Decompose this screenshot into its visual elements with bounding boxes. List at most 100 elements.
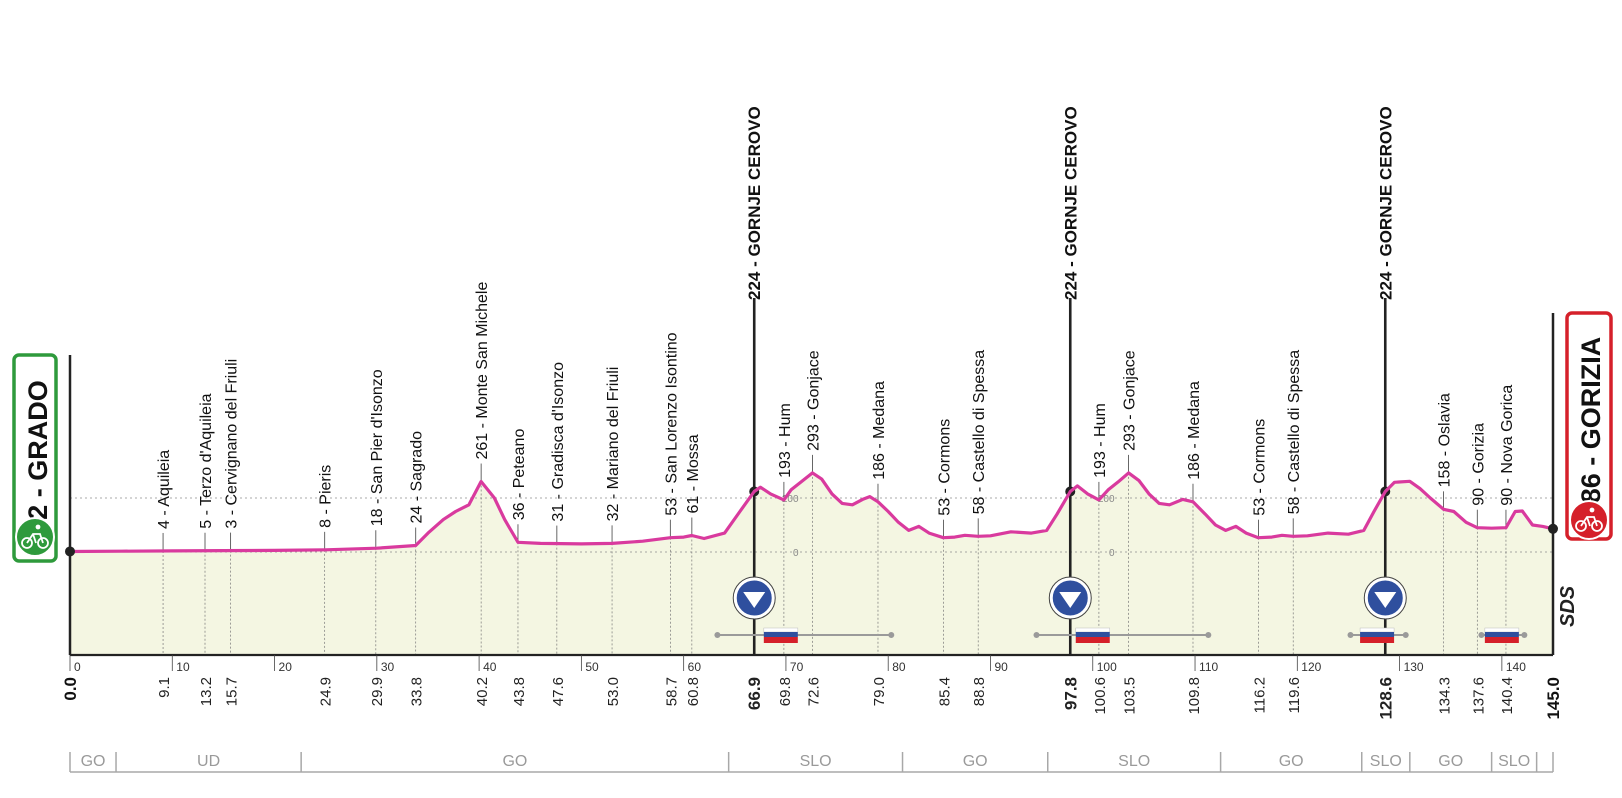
waypoint-name-label: 8 - Pieris [318, 465, 335, 528]
waypoint-km-label: 128.6 [1376, 677, 1395, 720]
x-tick-label: 110 [1199, 660, 1218, 674]
x-tick-label: 20 [279, 660, 293, 674]
flag-icon [1360, 632, 1395, 637]
waypoint-name-label: 18 - San Pier d'Isonzo [369, 369, 386, 526]
waypoint-name-label: 224 - GORNJE CEROVO [1376, 106, 1395, 300]
waypoint-km-label: 33.8 [409, 677, 426, 706]
x-tick-label: 40 [483, 660, 497, 674]
altitude-tick-label: 0 [793, 548, 799, 559]
waypoint-name-label: 53 - Cormons [1251, 419, 1268, 516]
waypoint-km-label: 116.2 [1251, 677, 1268, 713]
start-badge: 2 - GRADO [12, 353, 58, 563]
profile-area-layer [70, 472, 1553, 655]
border-segment-end [1205, 632, 1212, 638]
x-tick-label: 10 [176, 660, 190, 674]
region-label: SLO [1118, 753, 1150, 770]
waypoint-name-label: 186 - Medana [1186, 381, 1203, 480]
waypoint-km-label: 58.7 [663, 677, 680, 706]
altitude-tick-label: 200 [1098, 494, 1115, 505]
waypoint-name-label: 58 - Castello di Spessa [971, 350, 988, 515]
x-tick-label: 140 [1506, 660, 1526, 674]
flag-icon [1360, 637, 1395, 643]
waypoint-name-label: 4 - Aquileia [156, 450, 173, 529]
waypoint-km-label: 134.3 [1437, 677, 1454, 715]
waypoint-name-label: 293 - Gonjace [1122, 350, 1139, 451]
waypoint-labels-layer: 0.0 145.0 4 - Aquileia 9.1 5 - Terzo d'Aquil… [61, 106, 1563, 719]
waypoint-km-label: 47.6 [550, 677, 567, 706]
region-label: GO [1438, 753, 1463, 770]
region-label: SLO [1498, 753, 1530, 770]
profile-line-layer [69, 471, 1554, 554]
waypoint-km-label: 72.6 [806, 677, 823, 706]
border-segment-end [1478, 632, 1485, 638]
region-label: SLO [800, 753, 832, 770]
border-segment-end [1033, 632, 1040, 638]
region-label: GO [1279, 753, 1304, 770]
flag-icon [763, 637, 798, 643]
waypoint-km-label: 66.9 [745, 677, 764, 710]
waypoint-km-label: 109.8 [1186, 677, 1203, 715]
border-segment-end [1402, 632, 1409, 638]
x-tick-label: 80 [892, 660, 906, 674]
flag-icon [763, 632, 798, 637]
waypoint-name-label: 61 - Mossa [685, 434, 702, 513]
x-tick-label: 120 [1301, 660, 1321, 674]
waypoint-name-label: 24 - Sagrado [409, 431, 426, 524]
flag-icon [1484, 632, 1519, 637]
profile-line [69, 471, 1554, 554]
flag-icon [763, 627, 799, 633]
x-tick-label: 70 [790, 660, 804, 674]
profile-area [70, 472, 1553, 655]
waypoint-km-label: 137.6 [1470, 677, 1487, 715]
x-tick-label: 130 [1404, 660, 1424, 674]
distance-axis-layer: 0 10 20 30 40 50 60 70 80 90 100 110 120 130 140 [65, 313, 1558, 674]
waypoint-km-label: 140.4 [1499, 677, 1516, 715]
endpoint-dot [1548, 523, 1558, 534]
cyclist-icon [1569, 500, 1609, 540]
region-label: GO [963, 753, 988, 770]
waypoint-km-label: 13.2 [198, 677, 215, 706]
finish-label: 86 - GORIZIA [1576, 337, 1606, 504]
waypoint-km-label: 97.8 [1061, 677, 1080, 710]
waypoint-name-label: 5 - Terzo d'Aquileia [198, 393, 215, 528]
waypoint-km-label: 88.8 [971, 677, 988, 706]
waypoint-km-label: 85.4 [936, 677, 953, 706]
x-tick-label: 90 [994, 660, 1008, 674]
sds-logo-text: SDS [1557, 585, 1579, 627]
climb-markers-layer [714, 576, 1528, 643]
finish-badge: 86 - GORIZIA [1565, 311, 1613, 541]
waypoint-name-label: 53 - San Lorenzo Isontino [663, 332, 680, 515]
waypoint-km-label: 43.8 [511, 677, 528, 706]
flag-icon [1484, 637, 1519, 643]
waypoint-km-label: 40.2 [474, 677, 491, 706]
border-segment-end [714, 632, 721, 638]
altitude-grid-layer: 200 200 0 0 [70, 494, 1553, 559]
waypoint-km-label: 53.0 [605, 677, 622, 706]
flag-icon [1075, 632, 1110, 637]
border-segment-end [1347, 632, 1354, 638]
waypoint-name-label: 58 - Castello di Spessa [1286, 350, 1303, 515]
border-segment-end [1521, 632, 1528, 638]
start-label: 2 - GRADO [23, 380, 53, 520]
waypoint-name-label: 32 - Mariano del Friuli [605, 367, 622, 522]
waypoint-name-label: 90 - Gorizia [1470, 423, 1487, 506]
waypoint-km-label: 79.0 [871, 677, 888, 706]
kom-marker-icon [732, 576, 776, 620]
x-tick-label: 100 [1097, 660, 1117, 674]
region-label: GO [502, 753, 527, 770]
waypoint-name-label: 36 - Peteano [511, 429, 528, 521]
kom-marker-icon [1374, 592, 1397, 608]
region-label: SLO [1370, 753, 1402, 770]
region-label: GO [81, 753, 106, 770]
altitude-tick-label: 200 [782, 494, 799, 505]
x-tick-label: 50 [585, 660, 599, 674]
waypoint-name-label: 224 - GORNJE CEROVO [745, 106, 764, 300]
waypoint-km-label: 69.8 [777, 677, 794, 706]
waypoint-name-label: 53 - Cormons [936, 419, 953, 516]
flag-icon [1075, 637, 1110, 643]
x-tick-label: 60 [688, 660, 702, 674]
endpoint-km-label: 145.0 [1544, 677, 1563, 720]
waypoint-km-label: 24.9 [318, 677, 335, 706]
flag-icon [1359, 627, 1395, 633]
